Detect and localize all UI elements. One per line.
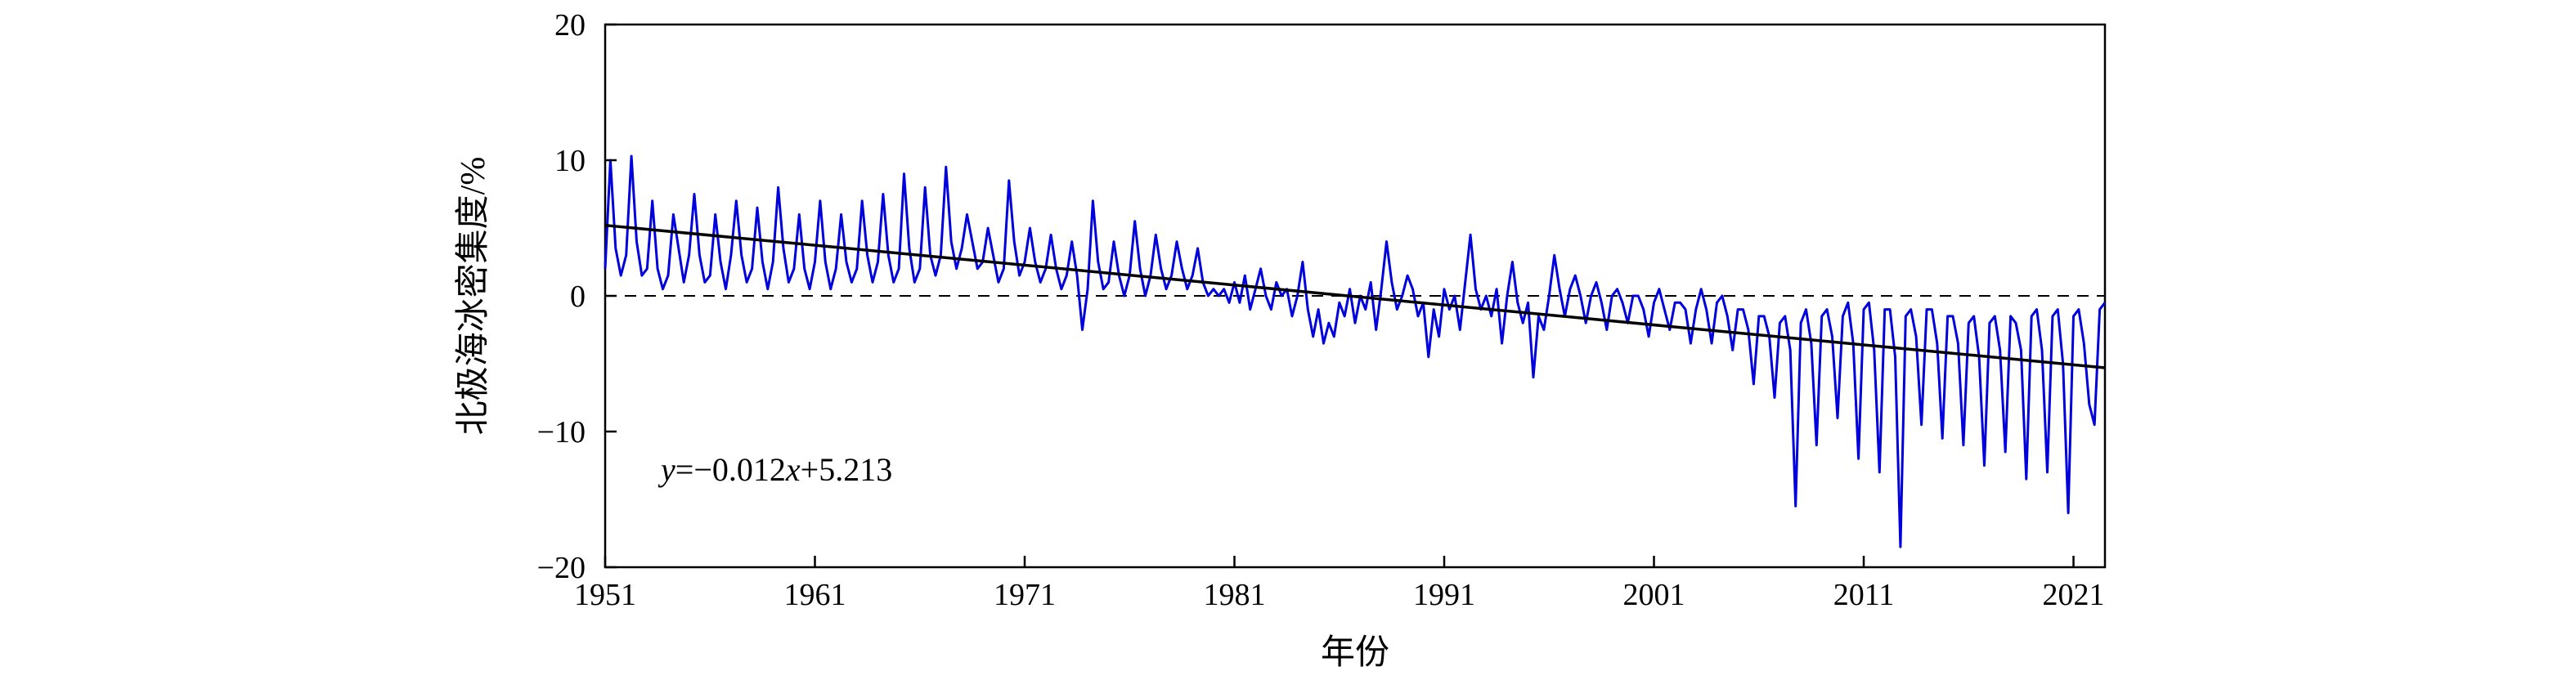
x-tick-label: 1991 (1413, 578, 1475, 612)
series-line (604, 154, 2107, 548)
x-axis-title: 年份 (1321, 633, 1389, 672)
y-tick-label: −20 (537, 551, 586, 585)
y-tick-label: 10 (554, 144, 586, 178)
plot-area (604, 23, 2107, 569)
x-tick-label: 1981 (1204, 578, 1266, 612)
trend-equation: y=−0.012x+5.213 (657, 451, 892, 488)
axis-ticks: 1951 1961 1971 1981 1991 2001 2011 2021 −20 −10 0 1… (537, 8, 2105, 612)
y-tick-label: 20 (554, 8, 586, 42)
y-axis-title: 北极海冰密集度/% (454, 157, 492, 436)
x-tick-label: 1961 (784, 578, 846, 612)
x-tick-label: 1951 (574, 578, 636, 612)
eq-intercept: +5.213 (801, 451, 893, 488)
x-tick-label: 1971 (994, 578, 1056, 612)
x-tick-label: 2001 (1623, 578, 1685, 612)
x-tick-label: 2011 (1833, 578, 1895, 612)
x-tick-label: 2021 (2043, 578, 2105, 612)
y-tick-label: 0 (570, 280, 586, 314)
eq-y: y (657, 451, 675, 488)
eq-x: x (785, 451, 801, 488)
y-tick-label: −10 (537, 415, 586, 450)
eq-slope: =−0.012 (675, 451, 786, 488)
trend-line (604, 223, 2106, 369)
